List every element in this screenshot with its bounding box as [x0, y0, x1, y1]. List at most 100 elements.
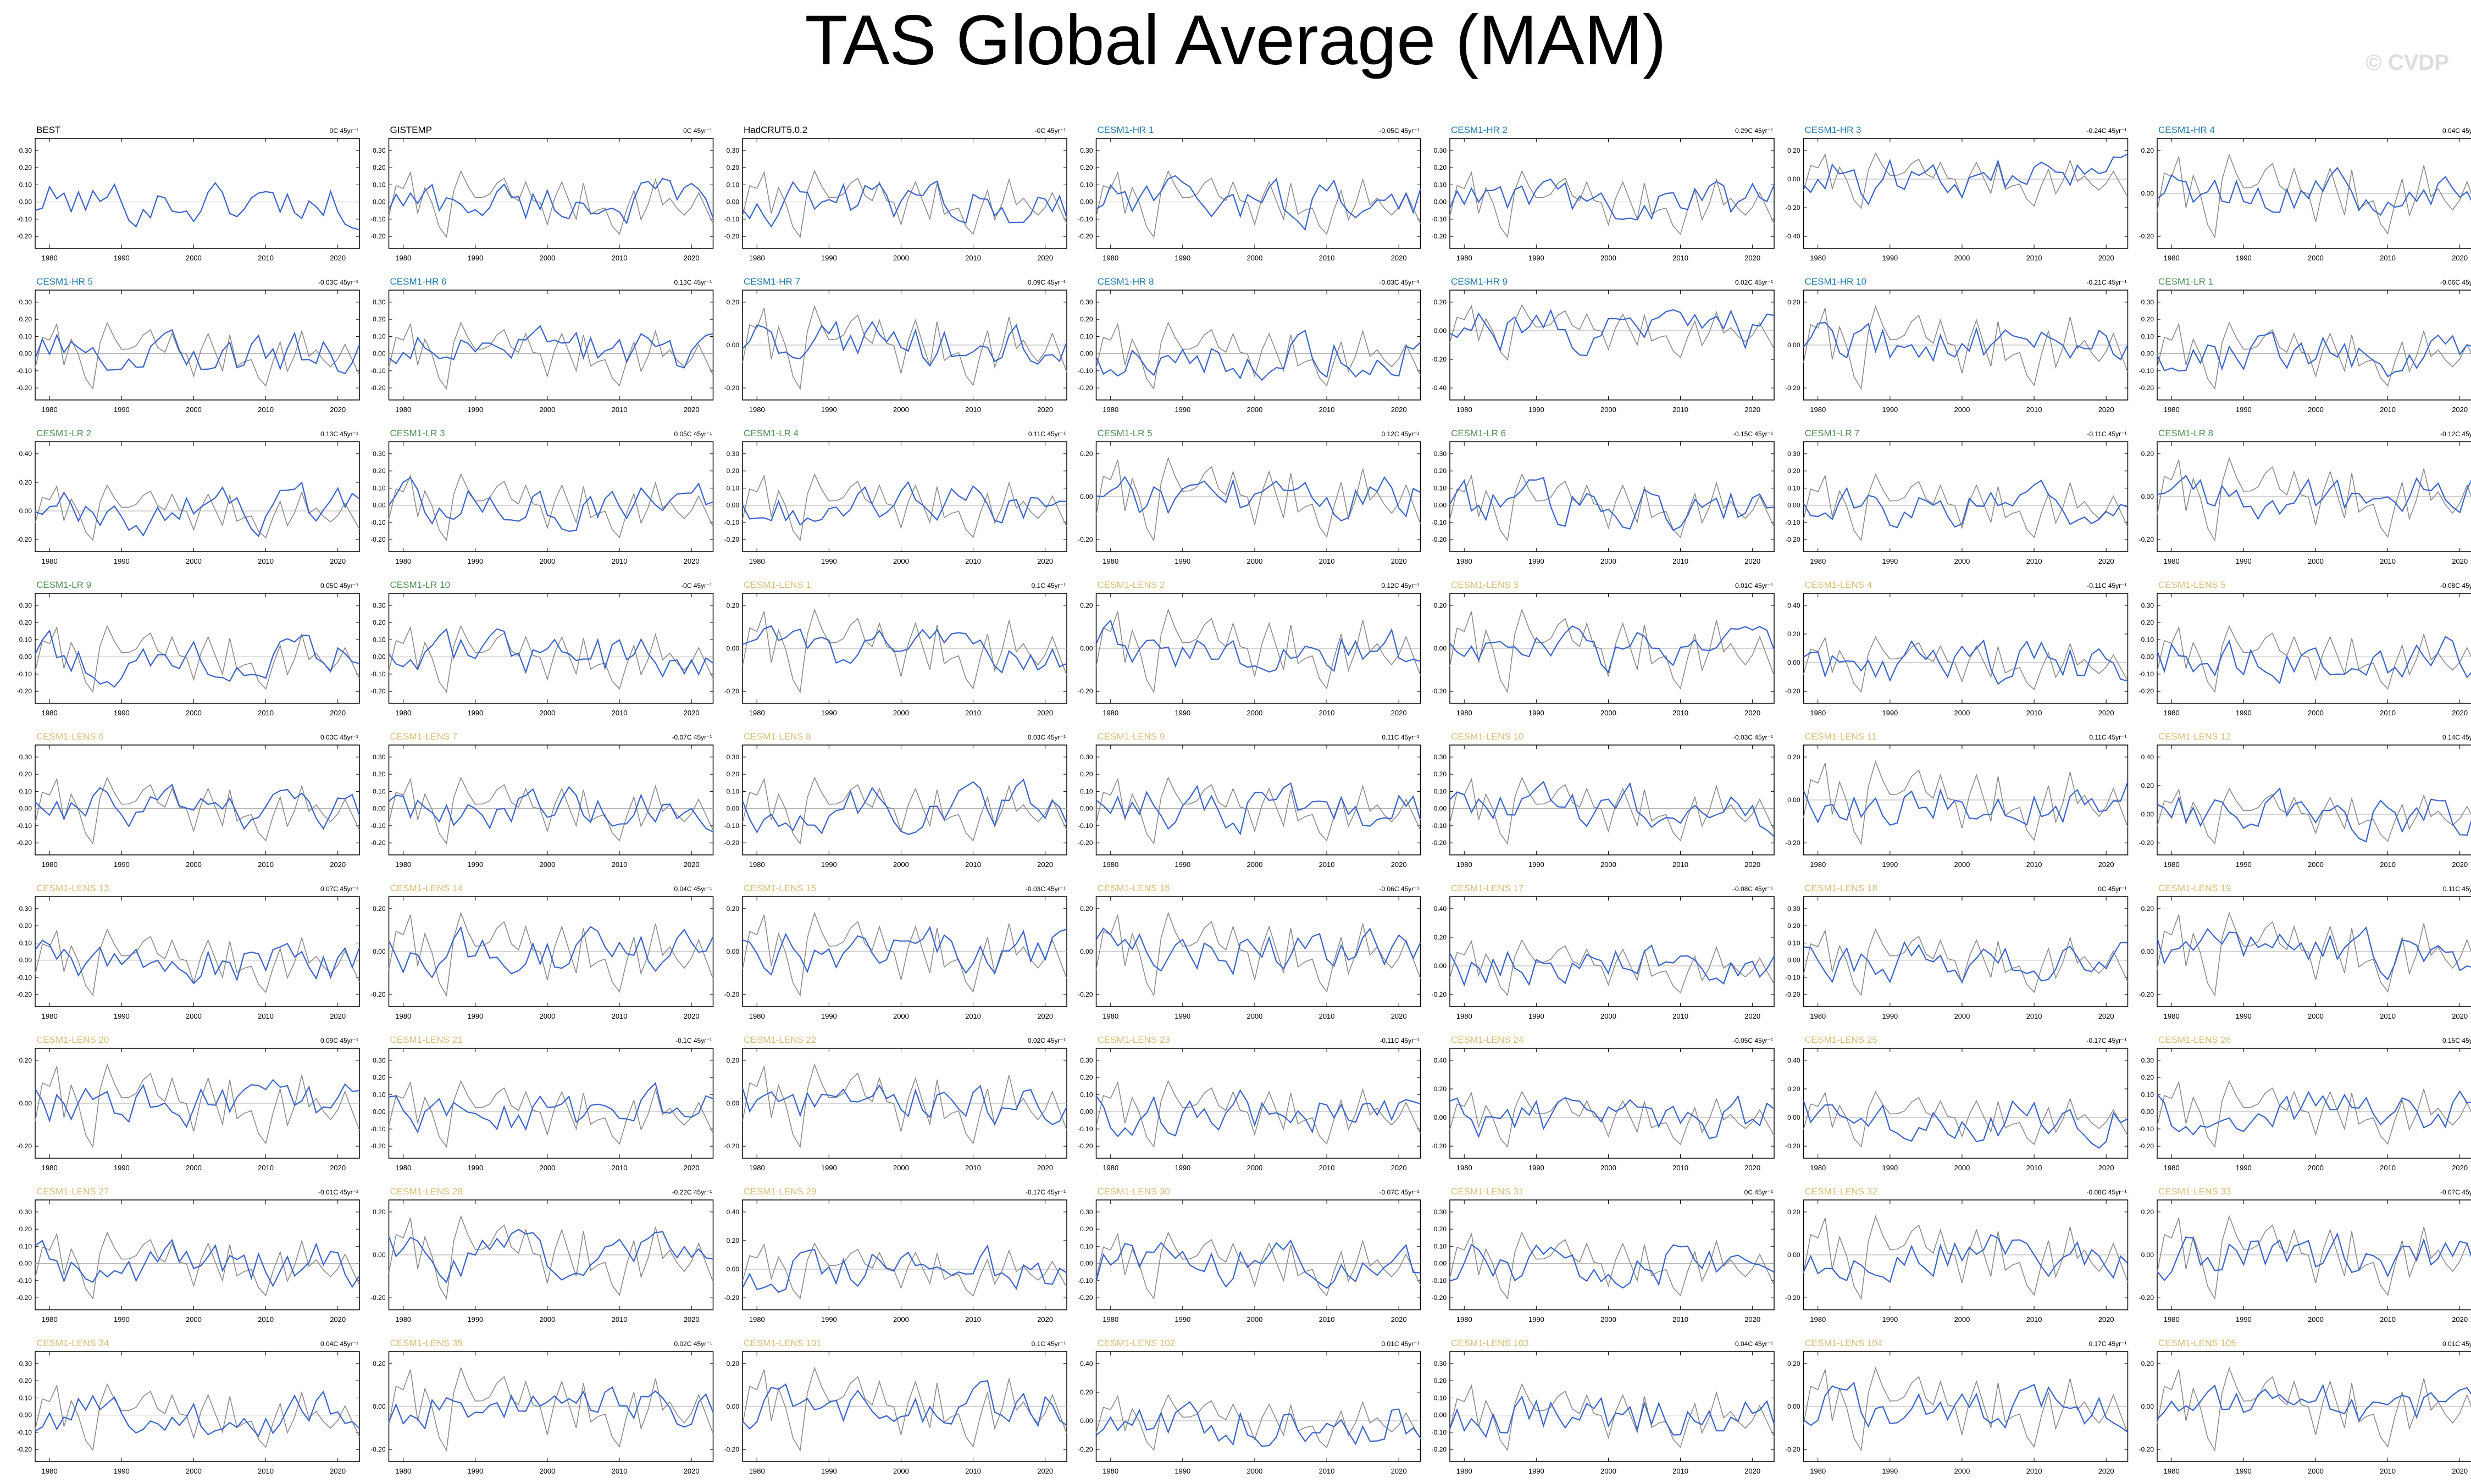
subplot-title: CESM1-LENS 102 — [1098, 1338, 1176, 1348]
x-tick-label: 1990 — [1528, 860, 1544, 869]
subplot: CESM1-LENS 32 -0.08C 45yr⁻¹ 0.20 0.00 -0.20 1… — [1785, 1186, 2129, 1324]
model-series-line — [2157, 1232, 2471, 1282]
y-tick-label: 0.20 — [727, 770, 740, 778]
plot-frame — [1095, 744, 1421, 855]
trend-label: 0.02C 45yr⁻¹ — [674, 1340, 712, 1348]
x-tick-label: 2000 — [1246, 1467, 1262, 1475]
x-tick-label: 2000 — [539, 860, 555, 869]
subplot: CESM1-LR 9 0.05C 45yr⁻¹ 0.30 0.20 0.10 0.00 -0… — [17, 580, 360, 717]
y-tick-label: 0.20 — [727, 1237, 740, 1244]
subplot-title: CESM1-LENS 25 — [1805, 1035, 1877, 1045]
subplot: CESM1-LENS 8 0.03C 45yr⁻¹ 0.30 0.20 0.10 0.00… — [724, 731, 1068, 869]
subplot-title: CESM1-HR 5 — [36, 276, 93, 287]
x-tick-label: 2010 — [2380, 1315, 2396, 1324]
x-tick-label: 1990 — [1882, 1012, 1898, 1020]
y-tick-label: 0.00 — [2141, 653, 2154, 661]
subplot: CESM1-LENS 20 0.09C 45yr⁻¹ 0.20 0.00 -0.20 19… — [17, 1035, 360, 1172]
x-tick-label: 2000 — [1246, 860, 1262, 869]
observed-series-line — [1449, 776, 1775, 845]
x-tick-label: 2010 — [965, 1467, 981, 1475]
x-tick-label: 1990 — [2236, 557, 2252, 565]
subplot-title: CESM1-LR 8 — [2158, 428, 2213, 438]
x-tick-label: 1990 — [467, 860, 483, 869]
y-tick-label: 0.30 — [1080, 753, 1093, 761]
x-tick-label: 2020 — [330, 254, 346, 262]
x-tick-label: 1980 — [395, 1467, 411, 1475]
subplot-title: CESM1-LENS 19 — [2158, 883, 2231, 893]
x-tick-label: 2010 — [2026, 254, 2042, 262]
y-tick-label: -0.20 — [17, 536, 32, 543]
plot-frame — [2157, 593, 2471, 704]
y-tick-label: 0.20 — [1434, 602, 1447, 609]
x-tick-label: 2020 — [1744, 1012, 1760, 1020]
model-series-line — [35, 1079, 360, 1129]
y-tick-label: 0.30 — [19, 298, 32, 306]
x-tick-label: 2020 — [684, 557, 700, 565]
trend-label: 0.05C 45yr⁻¹ — [674, 430, 712, 438]
plot-frame — [388, 1048, 714, 1159]
subplot-title: CESM1-LENS 15 — [744, 883, 816, 893]
x-tick-label: 1980 — [42, 254, 58, 262]
y-tick-label: -0.20 — [370, 1294, 386, 1302]
observed-series-line — [2157, 787, 2471, 844]
observed-series-line — [742, 1366, 1067, 1452]
y-tick-label: 0.00 — [1434, 198, 1447, 206]
trend-label: -0.06C 45yr⁻¹ — [1379, 885, 1419, 893]
x-tick-label: 2020 — [330, 709, 346, 717]
y-tick-label: 0.10 — [19, 787, 32, 795]
y-tick-label: 0.20 — [1787, 1360, 1800, 1368]
y-tick-label: 0.20 — [727, 905, 740, 913]
x-tick-label: 1980 — [1810, 1315, 1826, 1324]
x-tick-label: 2010 — [1672, 254, 1688, 262]
x-tick-label: 2000 — [1600, 557, 1616, 565]
observed-series-line — [1803, 760, 2129, 846]
y-tick-label: -0.10 — [370, 519, 386, 526]
x-tick-label: 1980 — [395, 557, 411, 565]
x-tick-label: 2010 — [612, 1315, 628, 1324]
trend-label: 0.12C 45yr⁻¹ — [1381, 582, 1419, 590]
y-tick-label: 0.20 — [1080, 315, 1093, 323]
trend-label: 0C 45yr⁻¹ — [2098, 885, 2126, 893]
subplot: CESM1-LENS 33 -0.07C 45yr⁻¹ 0.20 0.00 -0.20 1… — [2139, 1186, 2471, 1324]
model-series-line — [742, 625, 1067, 674]
subplot: CESM1-HR 7 0.09C 45yr⁻¹ 0.20 0.00 -0.20 1980 1… — [724, 276, 1068, 414]
trend-label: 0.02C 45yr⁻¹ — [1028, 1037, 1066, 1044]
x-tick-label: 1990 — [2236, 860, 2252, 869]
y-tick-label: 0.20 — [727, 298, 740, 306]
y-tick-label: -0.20 — [724, 232, 740, 240]
subplot: CESM1-LENS 19 0.11C 45yr⁻¹ 0.20 0.00 -0.20 19… — [2139, 883, 2471, 1020]
plot-frame — [1095, 1199, 1421, 1310]
y-tick-label: 0.10 — [2141, 1091, 2154, 1098]
y-tick-label: 0.20 — [1080, 770, 1093, 778]
plot-frame — [388, 138, 714, 249]
model-series-line — [1449, 780, 1775, 837]
x-tick-label: 2020 — [1037, 1012, 1053, 1020]
y-tick-label: 0.00 — [1080, 350, 1093, 358]
x-tick-label: 2020 — [2452, 1012, 2468, 1020]
observed-series-line — [388, 473, 714, 542]
x-tick-label: 1990 — [467, 1467, 483, 1475]
x-tick-label: 2000 — [2308, 709, 2324, 717]
x-tick-label: 1980 — [1102, 405, 1118, 414]
subplot-title: CESM1-LENS 24 — [1451, 1035, 1523, 1045]
subplot-title: CESM1-LENS 16 — [1098, 883, 1170, 893]
x-tick-label: 2000 — [1954, 1467, 1970, 1475]
y-tick-label: -0.20 — [17, 1294, 32, 1302]
x-tick-label: 2020 — [2098, 860, 2114, 869]
trend-label: -0.08C 45yr⁻¹ — [2440, 582, 2471, 590]
y-tick-label: 0.00 — [1787, 502, 1800, 509]
y-tick-label: 0.30 — [1434, 1208, 1447, 1216]
observed-series-line — [388, 1366, 714, 1452]
x-tick-label: 2000 — [1246, 405, 1262, 414]
plot-frame — [1449, 1048, 1775, 1159]
trend-label: 0.04C 45yr⁻¹ — [2442, 127, 2471, 135]
observed-series-line — [35, 1231, 360, 1300]
x-tick-label: 1980 — [1810, 405, 1826, 414]
y-tick-label: 0.10 — [1434, 1242, 1447, 1250]
y-tick-label: 0.00 — [1434, 1114, 1447, 1121]
model-series-line — [35, 783, 361, 830]
y-tick-label: 0.20 — [1787, 147, 1800, 154]
x-tick-label: 2010 — [2026, 557, 2042, 565]
y-tick-label: -0.10 — [17, 670, 32, 678]
subplot-title: CESM1-LR 9 — [36, 580, 91, 590]
